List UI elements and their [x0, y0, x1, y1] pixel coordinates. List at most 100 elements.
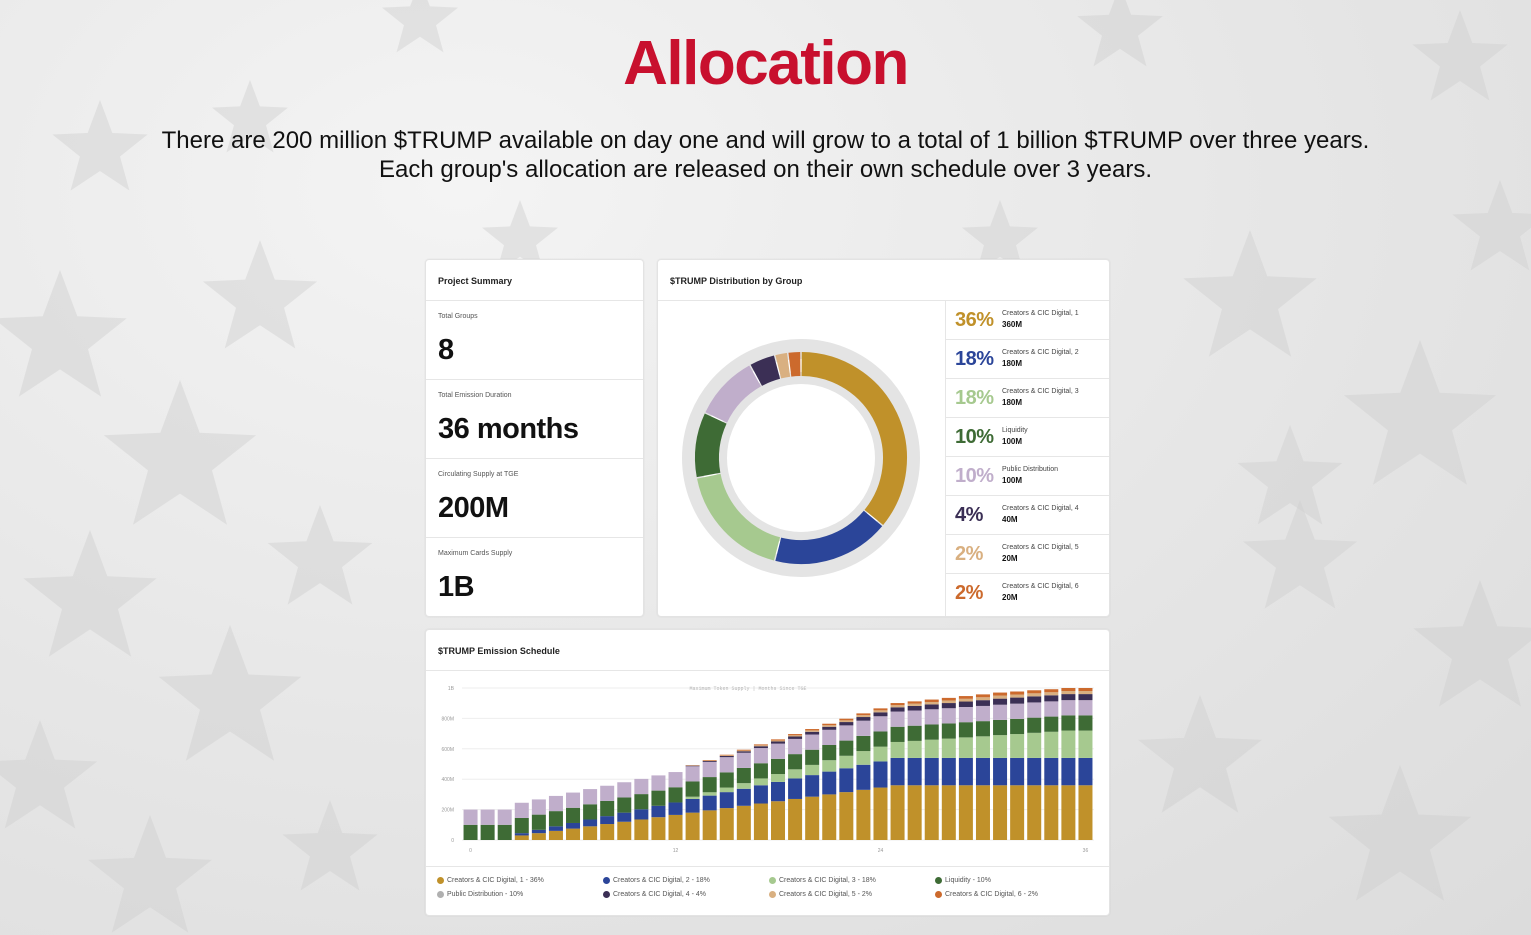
- bar-segment: [788, 799, 802, 840]
- bar-segment: [873, 731, 887, 746]
- donut-chart: [658, 301, 945, 616]
- bar-segment: [549, 811, 563, 826]
- legend-dot-icon: [935, 877, 942, 884]
- bar-segment: [771, 742, 785, 744]
- subtitle-line-1: There are 200 million $TRUMP available o…: [0, 126, 1531, 155]
- group-percent: 36%: [955, 309, 994, 332]
- bar-segment: [515, 803, 529, 818]
- bar-segment: [651, 817, 665, 840]
- bar-segment: [925, 709, 939, 724]
- donut-slice: [790, 364, 800, 365]
- bar-segment: [839, 725, 853, 740]
- bar-segment: [891, 705, 905, 707]
- bar-segment: [839, 719, 853, 721]
- group-amount: 40M: [1002, 515, 1018, 524]
- bar-segment: [873, 712, 887, 716]
- bar-segment: [976, 785, 990, 840]
- bar-segment: [788, 739, 802, 754]
- group-list: 36% Creators & CIC Digital, 1 360M 18% Creat…: [946, 301, 1109, 613]
- bar-segment: [976, 758, 990, 785]
- y-tick-label: 1B: [448, 686, 455, 692]
- bar-segment: [1010, 704, 1024, 719]
- bar-segment: [583, 789, 597, 804]
- bar-segment: [822, 794, 836, 840]
- bar-segment: [925, 724, 939, 739]
- bar-segment: [891, 758, 905, 785]
- bar-segment: [873, 708, 887, 710]
- bar-segment: [1044, 732, 1058, 758]
- stat-emission-duration: Total Emission Duration 36 months: [426, 380, 643, 459]
- stat-value: 200M: [438, 492, 643, 525]
- bar-segment: [925, 704, 939, 709]
- bar-segment: [856, 736, 870, 751]
- stat-label: Total Emission Duration: [438, 392, 643, 399]
- group-amount: 360M: [1002, 320, 1022, 329]
- bar-segment: [617, 782, 631, 797]
- bar-segment: [1010, 698, 1024, 704]
- bar-segment: [908, 701, 922, 703]
- bar-segment: [1010, 692, 1024, 695]
- legend-item: Creators & CIC Digital, 1 - 36%: [437, 877, 544, 884]
- bar-segment: [856, 713, 870, 715]
- bar-segment: [617, 822, 631, 840]
- bar-segment: [720, 808, 734, 840]
- legend-dot-icon: [603, 891, 610, 898]
- group-row: 4% Creators & CIC Digital, 4 40M: [946, 496, 1109, 535]
- bar-segment: [515, 818, 529, 833]
- bar-segment: [959, 699, 973, 702]
- bar-segment: [532, 799, 546, 814]
- donut-chart-area: [658, 301, 946, 616]
- bar-segment: [1078, 688, 1092, 691]
- page-subtitle: There are 200 million $TRUMP available o…: [0, 126, 1531, 184]
- x-tick-label: 0: [469, 848, 472, 854]
- bar-segment: [908, 711, 922, 726]
- stat-circulating-supply: Circulating Supply at TGE 200M: [426, 459, 643, 538]
- bar-segment: [788, 778, 802, 799]
- bar-segment: [1010, 758, 1024, 785]
- group-row: 36% Creators & CIC Digital, 1 360M: [946, 301, 1109, 340]
- bar-segment: [515, 835, 529, 840]
- bar-segment: [498, 825, 512, 840]
- emission-legend: Creators & CIC Digital, 1 - 36% Creators …: [426, 866, 1109, 914]
- legend-item: Creators & CIC Digital, 2 - 18%: [603, 877, 710, 884]
- bar-segment: [788, 735, 802, 736]
- stat-label: Total Groups: [438, 313, 643, 320]
- legend-item: Public Distribution - 10%: [437, 891, 523, 898]
- group-amount: 20M: [1002, 593, 1018, 602]
- bar-segment: [908, 706, 922, 711]
- bar-segment: [532, 815, 546, 830]
- bar-segment: [532, 833, 546, 840]
- bar-segment: [822, 760, 836, 771]
- bar-segment: [856, 751, 870, 765]
- x-tick-label: 36: [1083, 848, 1089, 854]
- y-tick-label: 0: [451, 838, 454, 844]
- bar-segment: [1044, 695, 1058, 701]
- bar-segment: [566, 823, 580, 829]
- bar-segment: [942, 739, 956, 758]
- bar-segment: [942, 708, 956, 723]
- bar-segment: [822, 727, 836, 730]
- bar-segment: [481, 810, 495, 825]
- bar-segment: [737, 768, 751, 783]
- legend-dot-icon: [769, 891, 776, 898]
- group-name: Creators & CIC Digital, 3: [1002, 388, 1079, 395]
- y-tick-label: 200M: [441, 808, 454, 814]
- bar-segment: [669, 787, 683, 802]
- bar-segment: [1044, 717, 1058, 732]
- bar-segment: [942, 723, 956, 738]
- group-amount: 100M: [1002, 476, 1022, 485]
- bar-segment: [754, 778, 768, 785]
- legend-item: Creators & CIC Digital, 4 - 4%: [603, 891, 706, 898]
- legend-item: Liquidity - 10%: [935, 877, 991, 884]
- group-row: 10% Public Distribution 100M: [946, 457, 1109, 496]
- group-row: 10% Liquidity 100M: [946, 418, 1109, 457]
- bar-segment: [925, 758, 939, 785]
- bar-segment: [583, 826, 597, 840]
- bar-segment: [634, 794, 648, 809]
- bar-segment: [720, 756, 734, 757]
- bar-segment: [1010, 785, 1024, 840]
- bar-segment: [942, 758, 956, 785]
- bar-segment: [754, 745, 768, 746]
- legend-item: Creators & CIC Digital, 6 - 2%: [935, 891, 1038, 898]
- bar-segment: [805, 750, 819, 765]
